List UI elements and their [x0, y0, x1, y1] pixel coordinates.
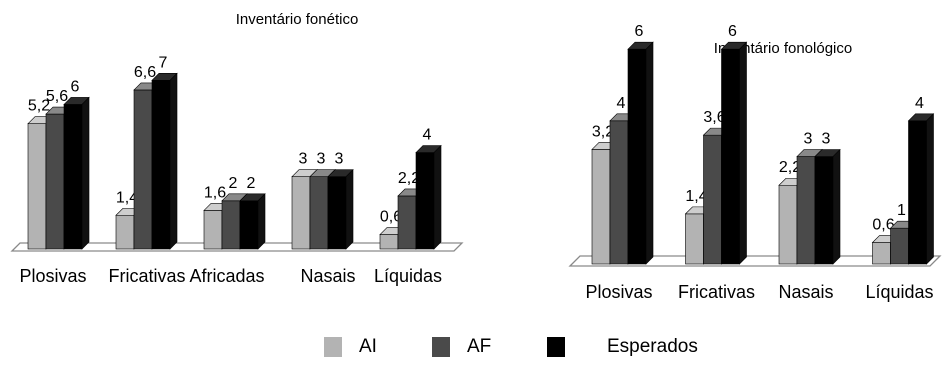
- chart-phonetic-inventory: Inventário fonético 5,25,66 Plosivas 1,4 6,…: [10, 11, 464, 286]
- data-label-ai-africadas: 1,6: [204, 184, 226, 201]
- data-label-ai-fricativas: 1,4: [116, 189, 138, 206]
- data-label-af-africadas: 2: [229, 175, 238, 192]
- bar-esperados-liquidas: [415, 144, 442, 250]
- data-label-af-nasais: 3: [317, 151, 326, 168]
- data-label-esperados-liquidas: 4: [915, 95, 924, 112]
- data-label-af-plosivas: 4: [617, 95, 626, 112]
- data-label-esperados-fricativas: 7: [159, 54, 168, 71]
- chart-1-title: Inventário fonético: [236, 11, 359, 28]
- legend-swatch-af: [432, 337, 450, 357]
- data-label-esperados-plosivas: 6: [71, 78, 80, 95]
- legend-label-ai: AI: [359, 336, 377, 357]
- bar-esperados-plosivas: [63, 96, 90, 250]
- data-label-af-nasais: 3: [804, 131, 813, 148]
- data-label-ai-liquidas: 0,6: [380, 209, 402, 226]
- bar-esperados-nasais: [327, 168, 354, 250]
- data-label-ai-nasais: 3: [299, 151, 308, 168]
- category-label-fricativas: Fricativas: [108, 266, 185, 286]
- data-label-esperados-nasais: 3: [822, 131, 831, 148]
- legend-item-esperados: Esperados: [547, 334, 698, 360]
- legend-label-af: AF: [467, 336, 492, 357]
- legend-swatch-esperados: [547, 337, 565, 357]
- legend-label-esperados: Esperados: [607, 336, 698, 357]
- category-label-liquidas: Líquidas: [374, 266, 442, 286]
- category-label-nasais: Nasais: [778, 282, 833, 302]
- bar-esperados-liquidas: [907, 113, 935, 265]
- data-label-af-fricativas: 6,6: [134, 64, 156, 81]
- legend-swatch-ai: [324, 337, 342, 357]
- bar-esperados-nasais: [814, 148, 841, 265]
- data-label-ai-plosivas: 5,2: [28, 98, 50, 115]
- bar-esperados-plosivas: [627, 41, 654, 265]
- legend-item-af: AF: [432, 334, 491, 360]
- data-label-af-liquidas: 1: [897, 202, 906, 219]
- category-label-liquidas: Líquidas: [865, 282, 933, 302]
- category-label-nasais: Nasais: [300, 266, 355, 286]
- category-label-plosivas: Plosivas: [585, 282, 652, 302]
- chart-2-title: Inventário fonológico: [714, 40, 852, 57]
- legend: AI AF Esperados: [0, 334, 946, 360]
- data-label-af-fricativas: 3,6: [703, 109, 725, 126]
- legend-item-ai: AI: [324, 334, 377, 360]
- data-label-esperados-africadas: 2: [247, 175, 256, 192]
- category-label-africadas: Africadas: [189, 266, 264, 286]
- data-label-ai-liquidas: 0,6: [872, 217, 894, 234]
- category-label-plosivas: Plosivas: [19, 266, 86, 286]
- chart-phonological-inventory: Inventário fonológico 3,246Plosivas1,43,…: [568, 23, 942, 302]
- data-label-af-liquidas: 2,2: [398, 170, 420, 187]
- data-label-esperados-fricativas: 6: [728, 23, 737, 40]
- data-label-ai-plosivas: 3,2: [592, 123, 614, 140]
- data-label-ai-fricativas: 1,4: [685, 188, 707, 205]
- bar-esperados-fricativas: [151, 72, 178, 250]
- data-label-esperados-nasais: 3: [335, 151, 344, 168]
- data-label-ai-nasais: 2,2: [779, 159, 801, 176]
- data-label-esperados-liquidas: 4: [423, 127, 432, 144]
- data-label-esperados-plosivas: 6: [635, 23, 644, 40]
- bar-esperados-fricativas: [720, 41, 748, 265]
- bar-esperados-africadas: [239, 193, 266, 250]
- data-label-af-plosivas: 5,6: [46, 88, 68, 105]
- chart-floor: [568, 255, 942, 267]
- category-label-fricativas: Fricativas: [678, 282, 755, 302]
